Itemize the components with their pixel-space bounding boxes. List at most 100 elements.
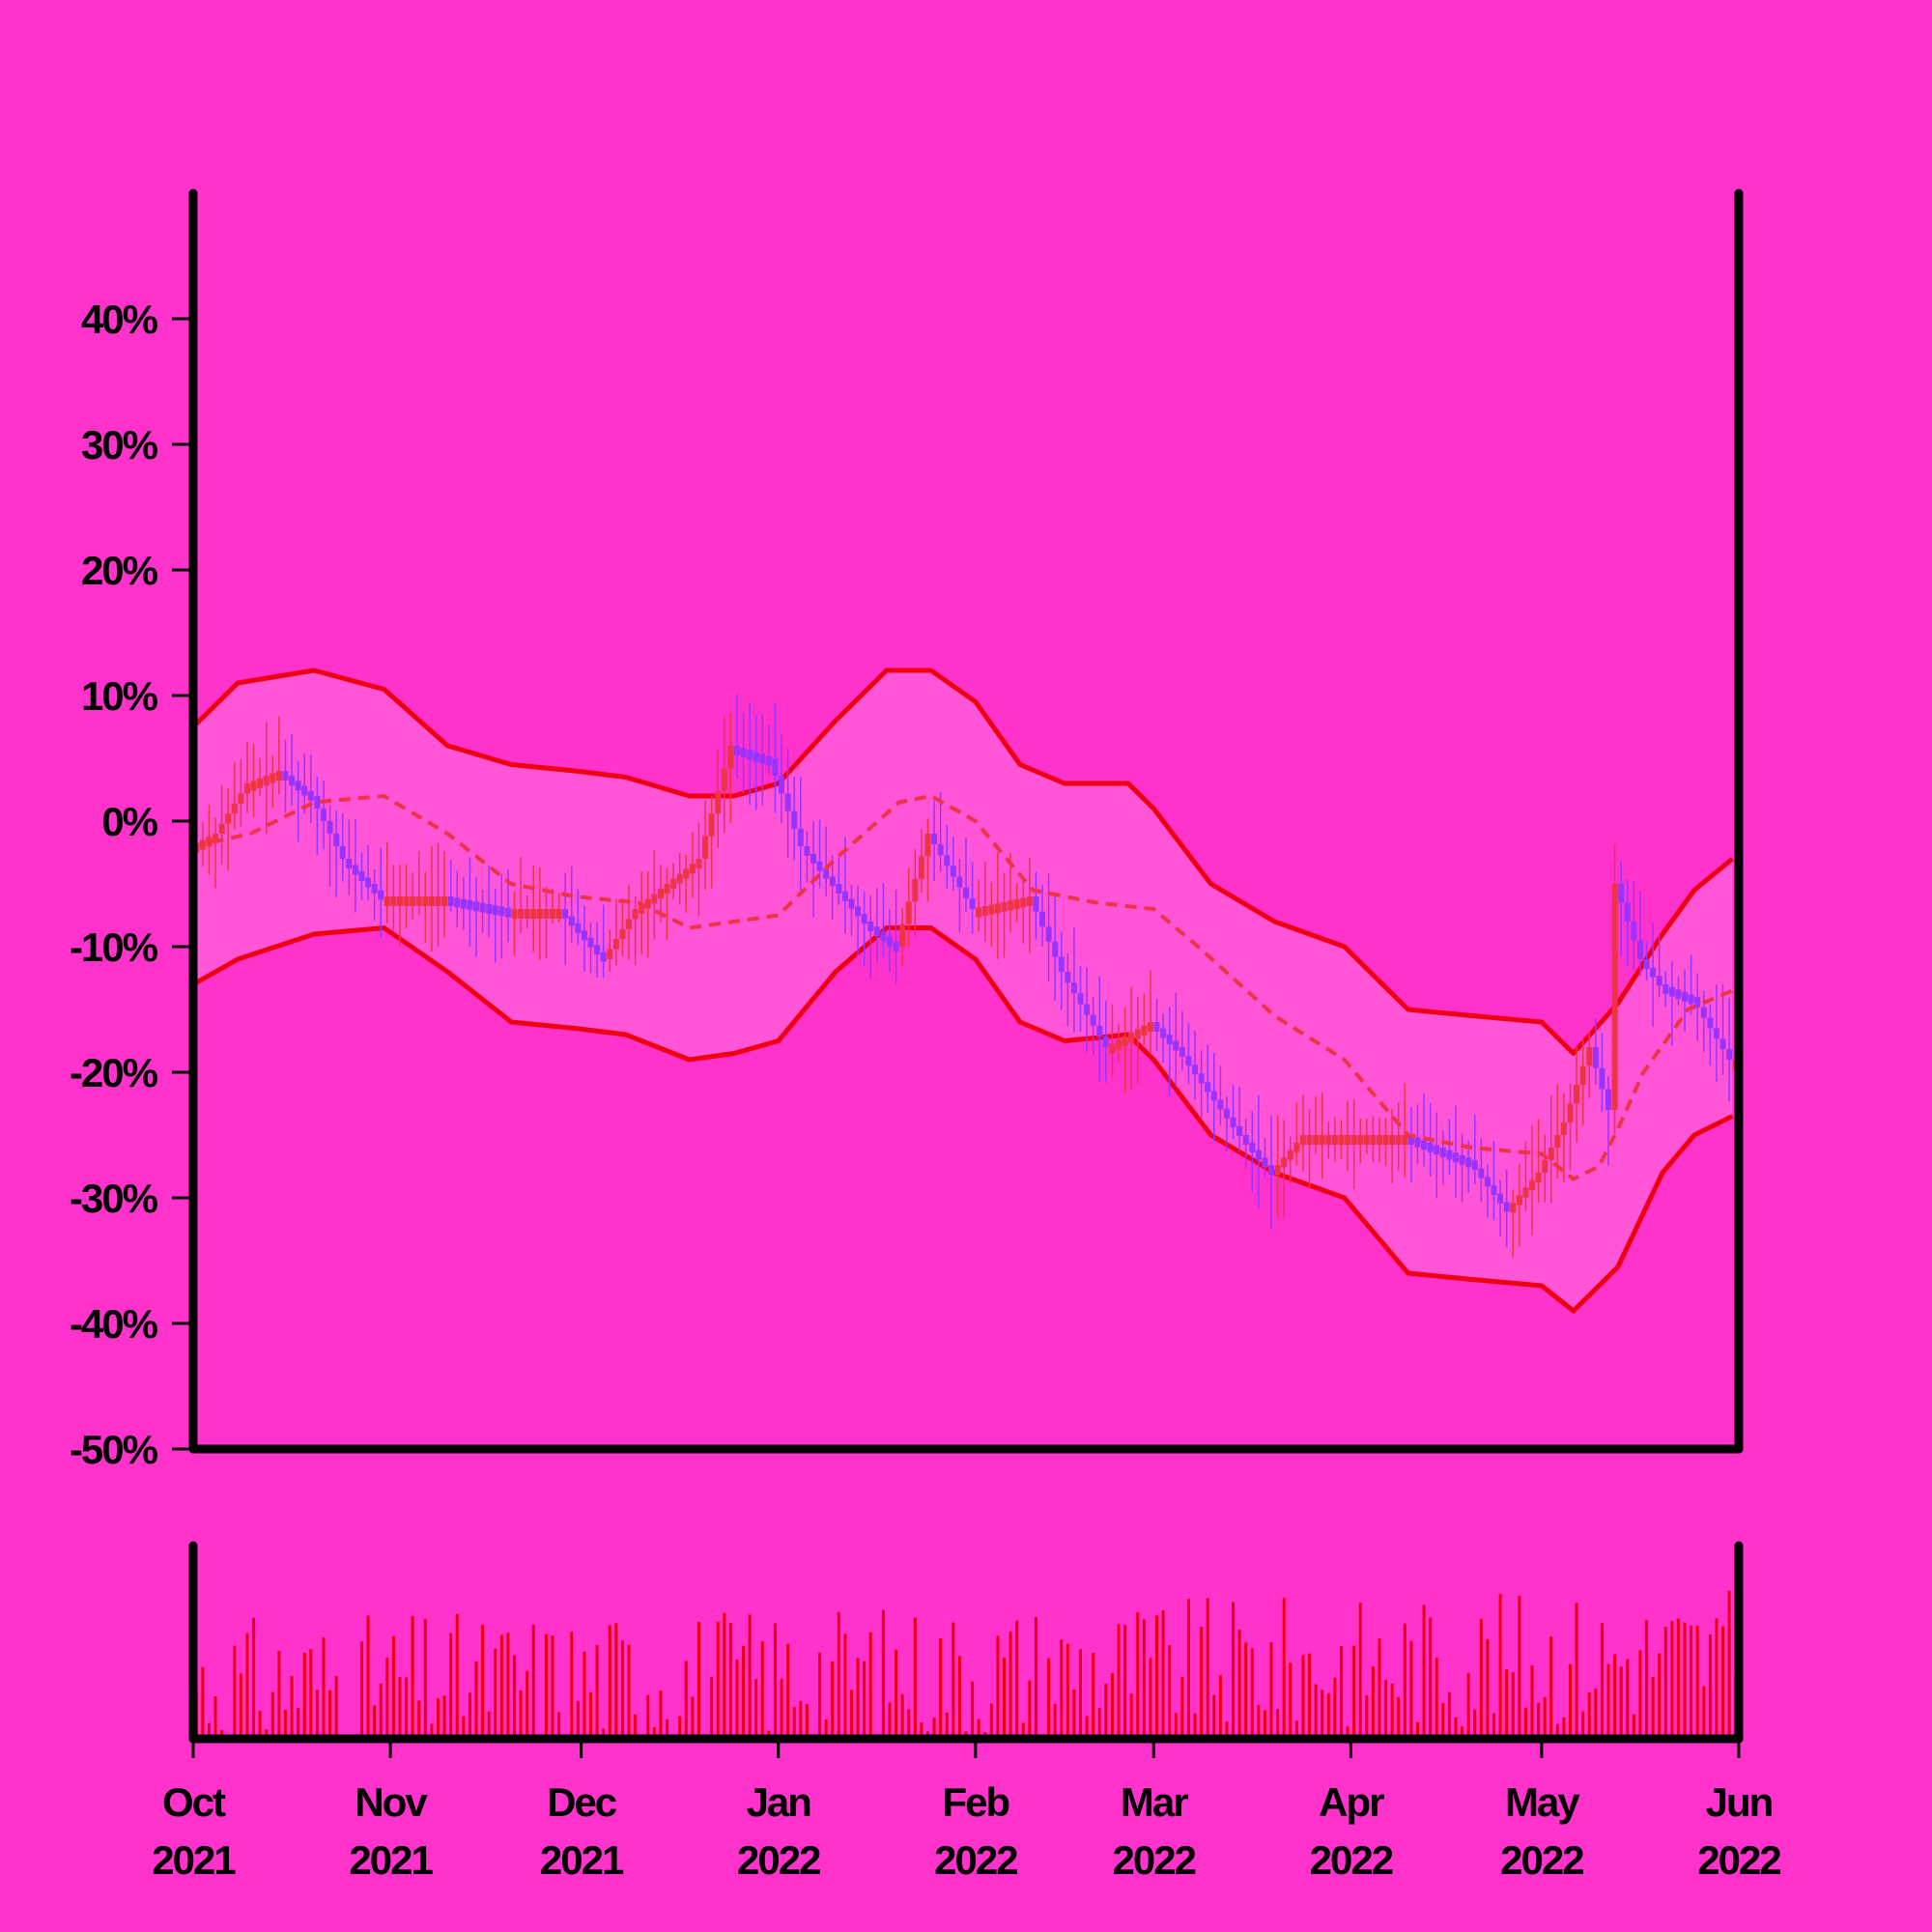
candle bbox=[1013, 882, 1020, 923]
volume-bar bbox=[1626, 1659, 1630, 1739]
volume-bar bbox=[952, 1622, 955, 1739]
volume-bar bbox=[1326, 1693, 1330, 1739]
volume-bar bbox=[856, 1658, 860, 1739]
y-axis-ticks: 40% 30% 20% 10% 0% -10% -20% -30% -40% -50% bbox=[70, 297, 193, 1472]
candle bbox=[848, 884, 855, 937]
volume-bar bbox=[1409, 1640, 1413, 1739]
volume-bar bbox=[881, 1609, 885, 1739]
volume-bar bbox=[1727, 1590, 1731, 1739]
upper-band-line bbox=[191, 668, 1735, 1056]
volume-bar bbox=[570, 1632, 574, 1739]
volume-bar bbox=[1257, 1704, 1261, 1739]
volume-bar bbox=[1212, 1694, 1216, 1739]
candle bbox=[1535, 1119, 1542, 1204]
candle bbox=[352, 818, 358, 913]
candle bbox=[765, 724, 772, 775]
candle bbox=[498, 873, 505, 959]
candle bbox=[689, 832, 696, 898]
x-tick-year: 2021 bbox=[349, 1837, 433, 1883]
volume-bar bbox=[233, 1645, 237, 1739]
y-tick-label: -10% bbox=[70, 924, 158, 970]
volume-bar bbox=[895, 1649, 898, 1739]
candle bbox=[1554, 1084, 1561, 1179]
candle bbox=[371, 868, 378, 922]
volume-bar bbox=[1034, 1616, 1037, 1739]
x-tick-month: Mar bbox=[1121, 1779, 1188, 1825]
volume-bar bbox=[1537, 1702, 1541, 1739]
x-tick-year: 2022 bbox=[737, 1837, 820, 1883]
x-tick-year: 2022 bbox=[1113, 1837, 1196, 1883]
volume-bar bbox=[1461, 1726, 1464, 1739]
volume-bar bbox=[971, 1681, 975, 1739]
volume-bar bbox=[1110, 1672, 1114, 1739]
candle bbox=[1153, 998, 1160, 1052]
volume-bar bbox=[398, 1676, 402, 1739]
candle bbox=[931, 801, 938, 882]
candle bbox=[1173, 992, 1179, 1087]
x-tick-month: Jun bbox=[1706, 1779, 1773, 1825]
volume-bar bbox=[309, 1649, 313, 1739]
volume-bar bbox=[945, 1712, 949, 1739]
moving-average bbox=[192, 793, 1734, 1181]
candle bbox=[1268, 1115, 1275, 1230]
volume-bar bbox=[1447, 1691, 1451, 1739]
volume-bar bbox=[1250, 1648, 1254, 1739]
volume-bar bbox=[627, 1644, 631, 1739]
candle bbox=[1407, 1106, 1414, 1183]
volume-bar bbox=[213, 1695, 217, 1739]
candle bbox=[976, 879, 982, 932]
candle bbox=[1345, 1100, 1351, 1172]
candle bbox=[257, 757, 264, 796]
candle bbox=[772, 702, 779, 813]
volume-bar bbox=[1117, 1624, 1121, 1739]
candle bbox=[836, 857, 842, 905]
candle bbox=[644, 871, 651, 958]
volume-bar bbox=[1085, 1716, 1089, 1739]
volume-bar bbox=[608, 1625, 611, 1739]
y-tick-label: -20% bbox=[70, 1050, 158, 1095]
volume-bar bbox=[1193, 1713, 1197, 1739]
volume-bar bbox=[843, 1634, 847, 1739]
x-tick-month: Feb bbox=[943, 1779, 1009, 1825]
candle bbox=[403, 864, 410, 928]
candle bbox=[880, 882, 887, 957]
volume-bar bbox=[359, 1641, 363, 1739]
candle bbox=[1370, 1116, 1377, 1162]
candle bbox=[422, 871, 429, 943]
volume-bar bbox=[315, 1690, 319, 1739]
volume-bar bbox=[519, 1690, 523, 1739]
volume-bar bbox=[1587, 1691, 1591, 1739]
candle bbox=[1586, 1030, 1593, 1098]
candle bbox=[1116, 1023, 1122, 1063]
volume-bar bbox=[1378, 1638, 1381, 1739]
volume-bar bbox=[1695, 1626, 1699, 1739]
candle bbox=[410, 871, 416, 920]
volume-bar bbox=[334, 1675, 338, 1739]
candle bbox=[1281, 1120, 1288, 1218]
volume-bar bbox=[1384, 1680, 1388, 1739]
volume-bar bbox=[1168, 1645, 1172, 1739]
volume-bar bbox=[1479, 1618, 1483, 1739]
candle bbox=[1128, 986, 1135, 1090]
candle bbox=[639, 871, 645, 954]
volume-bar bbox=[265, 1729, 269, 1739]
volume-bar bbox=[487, 1711, 491, 1739]
volume-bar bbox=[481, 1624, 485, 1739]
candle bbox=[797, 777, 804, 891]
candle bbox=[213, 817, 219, 889]
volume-bar bbox=[735, 1660, 739, 1739]
volume-bar bbox=[1021, 1722, 1025, 1739]
candle bbox=[263, 722, 270, 834]
candle bbox=[1446, 1119, 1453, 1176]
x-tick-month: Dec bbox=[547, 1779, 617, 1825]
volume-bar bbox=[290, 1676, 294, 1739]
candle bbox=[1052, 894, 1059, 1001]
candle bbox=[550, 889, 556, 923]
volume-bar bbox=[818, 1652, 822, 1739]
candle bbox=[1001, 872, 1008, 958]
candle bbox=[683, 855, 690, 913]
candle bbox=[1471, 1114, 1478, 1184]
candle bbox=[715, 749, 722, 848]
volume-bar bbox=[1715, 1618, 1719, 1739]
candle bbox=[612, 898, 619, 966]
